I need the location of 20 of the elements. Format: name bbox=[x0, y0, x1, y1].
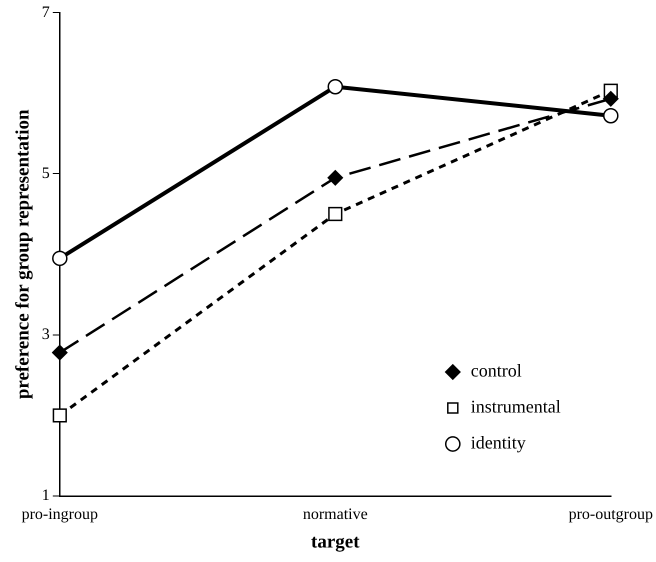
point bbox=[52, 250, 68, 266]
legend-label: control bbox=[470, 360, 522, 381]
point bbox=[603, 91, 619, 107]
y-tick-label: 7 bbox=[42, 4, 50, 21]
x-tick-label: pro-ingroup bbox=[22, 506, 98, 523]
y-tick-label: 5 bbox=[42, 164, 50, 182]
x-tick-label: pro-outgroup bbox=[568, 506, 654, 523]
point bbox=[52, 344, 68, 360]
point bbox=[328, 170, 344, 186]
point bbox=[328, 78, 344, 94]
legend-label: identity bbox=[470, 432, 526, 453]
point bbox=[328, 206, 342, 222]
y-tick-label: 3 bbox=[42, 326, 50, 344]
x-tick-label: normative bbox=[302, 506, 368, 523]
legend-label: instrumental bbox=[470, 396, 561, 417]
x-axis-title: target bbox=[311, 532, 360, 553]
y-axis-title: preference for group representation bbox=[12, 109, 34, 400]
point bbox=[52, 408, 67, 423]
point bbox=[603, 108, 619, 124]
y-tick-label: 1 bbox=[42, 487, 50, 504]
